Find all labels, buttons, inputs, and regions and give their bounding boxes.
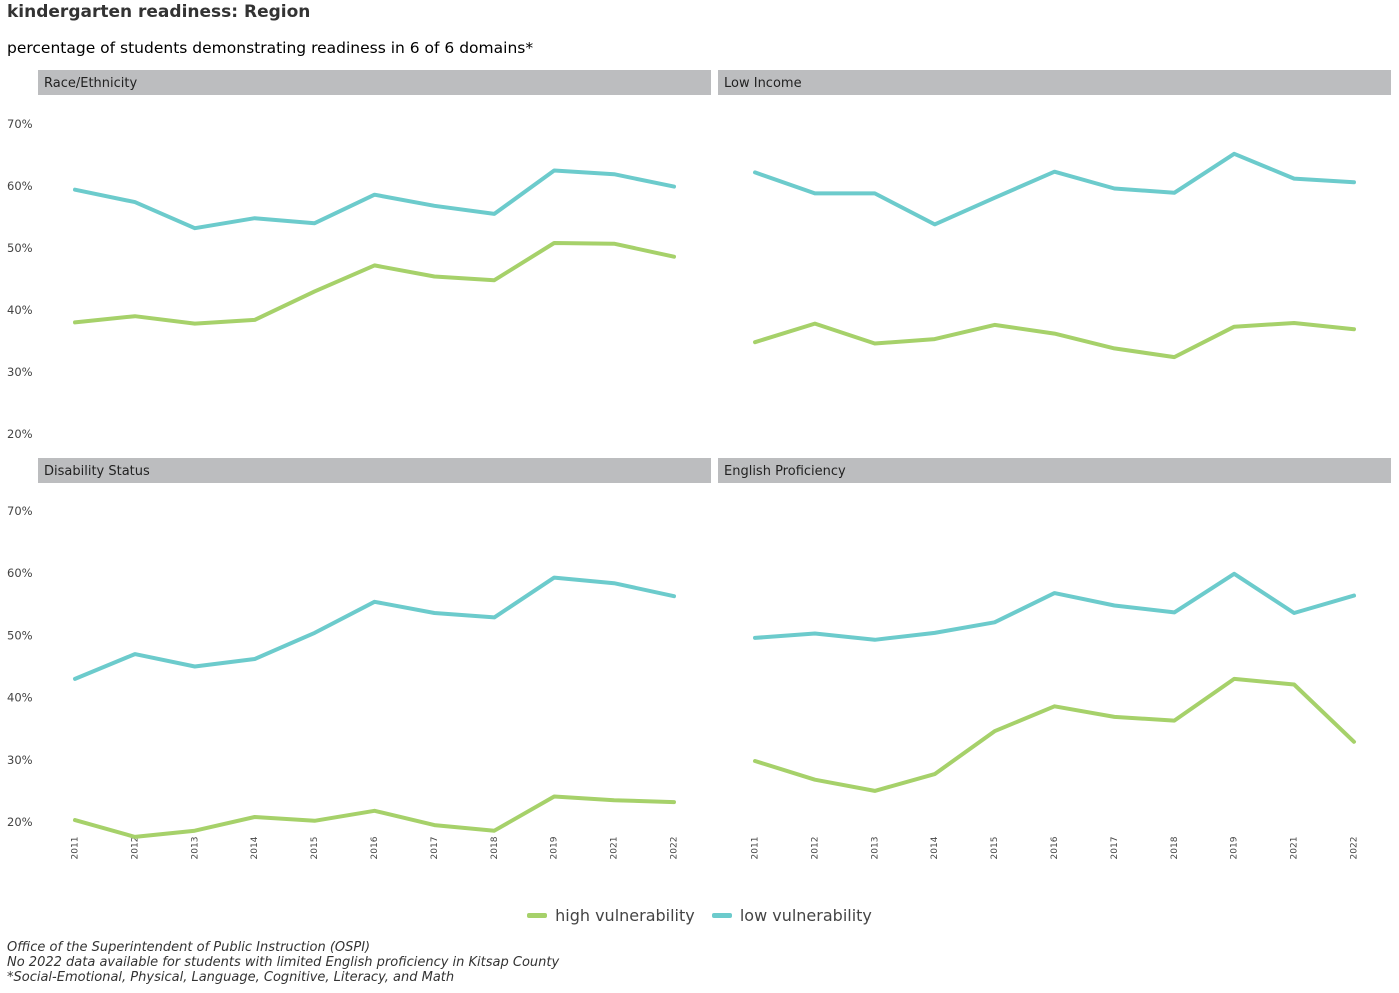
strip-race-ethnicity	[38, 70, 711, 95]
chart-title: kindergarten readiness: Region	[7, 2, 311, 22]
legend-swatch-high	[527, 913, 548, 918]
x-tick-label: 2022	[670, 837, 680, 860]
y-tick-label: 50%	[7, 628, 33, 642]
y-tick-label: 70%	[7, 117, 33, 131]
caption-note: No 2022 data available for students with…	[7, 955, 560, 970]
x-tick-label: 2014	[250, 836, 260, 859]
legend-swatch-low	[711, 913, 732, 918]
y-tick-label: 60%	[7, 566, 33, 580]
x-tick-label: 2018	[490, 836, 500, 859]
series-line-low-english-proficiency	[753, 571, 1356, 642]
panel-race-ethnicity: Race/Ethnicity 20% 30% 40% 50% 60% 70%	[7, 70, 711, 441]
x-tick-label: 2012	[810, 837, 820, 860]
strip-disability-status	[38, 458, 711, 483]
x-tick-label: 2013	[870, 837, 880, 860]
x-tick-label: 2021	[610, 837, 620, 860]
captions: Office of the Superintendent of Public I…	[7, 940, 559, 985]
series-line-high-english-proficiency	[753, 676, 1356, 793]
legend-label-high: high vulnerability	[555, 906, 695, 925]
strip-english-proficiency	[718, 458, 1391, 483]
x-tick-label: 2013	[190, 837, 200, 860]
series-line-low-low-income	[753, 151, 1356, 227]
y-tick-label: 20%	[7, 815, 33, 829]
series-line-low-disability-status	[73, 575, 676, 681]
strip-label-low-income: Low Income	[724, 76, 802, 91]
y-tick-label: 50%	[7, 241, 33, 255]
legend-label-low: low vulnerability	[739, 906, 872, 925]
legend-item-high: high vulnerability	[527, 906, 695, 925]
series-line-low-race-ethnicity	[73, 168, 676, 231]
y-tick-label: 60%	[7, 179, 33, 193]
series-line-high-low-income	[753, 321, 1356, 360]
x-tick-label: 2021	[1290, 837, 1300, 860]
x-tick-label: 2016	[1050, 836, 1060, 859]
x-tick-label: 2016	[370, 836, 380, 859]
x-tick-label: 2017	[1110, 837, 1120, 860]
x-tick-label: 2014	[930, 836, 940, 859]
x-tick-label: 2019	[1230, 836, 1240, 859]
x-tick-label: 2015	[310, 837, 320, 860]
strip-label-race-ethnicity: Race/Ethnicity	[44, 76, 137, 91]
panel-low-income: Low Income	[718, 70, 1391, 360]
faceted-line-chart: Race/Ethnicity 20% 30% 40% 50% 60% 70% Low Inco…	[7, 70, 1391, 859]
panel-english-proficiency: English Proficiency 2011 2012 2013 2014 2015 2…	[718, 458, 1391, 859]
y-tick-label: 20%	[7, 427, 33, 441]
x-tick-label: 2017	[430, 837, 440, 860]
strip-label-disability-status: Disability Status	[44, 464, 150, 479]
x-tick-label: 2018	[1170, 836, 1180, 859]
strip-low-income	[718, 70, 1391, 95]
y-tick-label: 30%	[7, 365, 33, 379]
x-tick-label: 2022	[1350, 837, 1360, 860]
chart-subtitle: percentage of students demonstrating rea…	[7, 39, 534, 57]
strip-label-english-proficiency: English Proficiency	[724, 464, 846, 479]
y-tick-label: 40%	[7, 303, 33, 317]
panel-disability-status: Disability Status 20% 30% 40% 50% 60% 70% 2011 2…	[7, 458, 711, 859]
caption-source: Office of the Superintendent of Public I…	[7, 940, 371, 955]
x-tick-label: 2011	[71, 837, 81, 860]
series-line-high-disability-status	[73, 794, 676, 839]
x-tick-label: 2011	[751, 837, 761, 860]
y-tick-label: 30%	[7, 753, 33, 767]
x-tick-label: 2012	[130, 837, 140, 860]
legend-item-low: low vulnerability	[711, 906, 872, 925]
x-tick-label: 2015	[990, 837, 1000, 860]
legend: high vulnerability low vulnerability	[0, 906, 1399, 925]
y-tick-label: 40%	[7, 691, 33, 705]
series-line-high-race-ethnicity	[73, 241, 676, 326]
y-tick-label: 70%	[7, 504, 33, 518]
x-tick-label: 2019	[550, 836, 560, 859]
caption-footnote: *Social-Emotional, Physical, Language, C…	[7, 970, 455, 985]
